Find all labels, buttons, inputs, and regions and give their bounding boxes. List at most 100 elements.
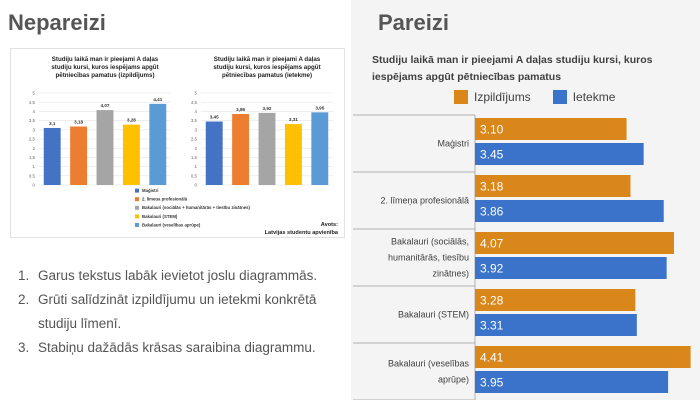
legend-label-izpildijums: Izpildījums <box>474 90 531 104</box>
small-chart-bar <box>96 110 114 185</box>
small-chart-legend-swatch <box>135 197 139 202</box>
note-text: Grūti salīdzināt izpildījumu un ietekmi … <box>38 292 317 331</box>
note-item: 1. Garus tekstus labāk ievietot joslu dia… <box>18 264 343 288</box>
bar-value-label: 3.28 <box>480 294 504 308</box>
small-chart-bar-label: 4,07 <box>101 103 110 108</box>
note-text: Stabiņu dažādās krāsas saraibina diagram… <box>38 340 316 355</box>
notes-list: 1. Garus tekstus labāk ievietot joslu dia… <box>18 264 343 360</box>
small-chart-y-tick: 4,5 <box>29 100 36 105</box>
small-chart-bar <box>284 124 302 185</box>
source-note-label: Avots: <box>321 222 338 228</box>
chart-legend: Izpildījums Ietekme <box>454 90 637 104</box>
small-chart-title-line: pētniecības pamatus (ietekme) <box>222 72 312 79</box>
small-chart-y-tick: 0 <box>195 183 198 188</box>
small-chart-y-tick: 5 <box>33 91 36 96</box>
bar-izpildijums <box>475 346 691 368</box>
small-chart-y-tick: 1 <box>33 164 36 169</box>
small-chart-y-tick: 3 <box>33 127 36 132</box>
bar-value-label: 3.31 <box>480 319 504 333</box>
small-chart-bar-label: 4,41 <box>153 97 162 102</box>
small-chart-legend-swatch <box>135 223 139 227</box>
small-chart-bar-label: 3,31 <box>289 117 298 122</box>
source-note-text: Latvijas studentu apvienība <box>265 230 339 236</box>
small-chart-bar <box>205 121 223 185</box>
category-label: Maģistri <box>437 139 469 149</box>
bar-izpildijums <box>475 232 674 254</box>
small-chart-bar-label: 3,18 <box>74 119 83 124</box>
horizontal-bar-chart: Maģistri 3.10 3.45 2. līmeņa profesionālā 3.… <box>353 114 691 400</box>
bar-value-label: 3.10 <box>480 123 504 137</box>
small-chart-bar <box>232 113 250 185</box>
small-chart-legend-label: Bakalauri (STEM) <box>142 214 178 219</box>
right-panel-title: Pareizi <box>378 10 449 35</box>
small-chart-bar <box>122 124 140 185</box>
small-chart-y-tick: 2 <box>33 146 36 151</box>
category-label: zinātnes) <box>432 269 469 279</box>
bar-value-label: 4.41 <box>480 351 504 365</box>
small-chart-bar <box>70 126 88 185</box>
small-chart-bar <box>149 103 167 185</box>
bar-ietekme <box>475 257 667 279</box>
small-chart-y-tick: 5 <box>195 91 198 96</box>
small-chart-legend-label: 2. līmeņa profesionālā <box>142 197 188 202</box>
legend-swatch-ietekme <box>552 90 567 104</box>
bar-izpildijums <box>475 118 627 140</box>
note-item: 3. Stabiņu dažādās krāsas saraibina diagr… <box>18 336 343 360</box>
bar-value-label: 3.92 <box>480 262 504 276</box>
note-number: 3. <box>18 340 30 355</box>
small-chart-bar-label: 3,1 <box>49 121 56 126</box>
small-chart-y-tick: 3 <box>195 127 198 132</box>
right-panel: Pareizi Studiju laikā man ir pieejami A … <box>351 0 700 400</box>
small-charts-card: Studiju laikā man ir pieejami A daļas stu… <box>10 48 345 238</box>
bar-value-label: 3.45 <box>480 148 504 162</box>
note-number: 1. <box>18 268 30 283</box>
small-chart-y-tick: 2 <box>195 146 198 151</box>
bar-value-label: 3.86 <box>480 205 504 219</box>
small-chart-legend-label: Bakalauri (veselības aprūpe) <box>142 222 201 227</box>
category-label: Bakalauri (STEM) <box>398 310 469 320</box>
small-chart-y-tick: 4,5 <box>191 100 198 105</box>
chart-title: Studiju laikā man ir pieejami A daļas st… <box>372 54 653 83</box>
small-chart-bar <box>258 112 276 185</box>
small-chart-bar-label: 3,86 <box>236 107 245 112</box>
left-panel: Nepareizi Studiju laikā man ir pieejami … <box>8 10 345 360</box>
small-chart-legend-swatch <box>135 214 139 219</box>
bar-izpildijums <box>475 175 631 197</box>
small-chart-y-tick: 0,5 <box>191 173 198 178</box>
legend-swatch-izpildijums <box>454 90 468 104</box>
small-chart-y-tick: 1 <box>195 164 198 169</box>
category-label: humanitārās, tiesību <box>388 253 469 263</box>
bar-value-label: 3.18 <box>480 180 504 194</box>
small-chart-y-tick: 4 <box>195 109 198 114</box>
bar-ietekme <box>475 371 669 393</box>
bar-ietekme <box>475 143 644 165</box>
small-chart-legend-label: Maģistri <box>142 188 158 193</box>
bar-ietekme <box>475 314 637 336</box>
bar-izpildijums <box>475 289 636 311</box>
small-chart-legend-swatch <box>135 205 139 210</box>
bar-value-label: 3.95 <box>480 376 504 390</box>
small-chart-legend-swatch <box>135 188 139 193</box>
small-chart-y-tick: 3,5 <box>29 118 36 123</box>
small-charts-svg: Studiju laikā man ir pieejami A daļasstu… <box>29 56 339 236</box>
category-label: Bakalauri (sociālās, <box>391 237 469 247</box>
left-panel-title: Nepareizi <box>8 10 106 35</box>
small-chart-title-line: studiju kursi, kuros iespējams apgūt <box>213 64 320 71</box>
small-chart-legend-label: Bakalauri (sociālās + humanitārās + ties… <box>142 205 251 210</box>
category-label: 2. līmeņa profesionālā <box>380 196 469 206</box>
small-chart-bar-label: 3,92 <box>263 106 272 111</box>
small-chart-title-line: pētniecības pamatus (izpildījums) <box>55 72 154 79</box>
small-chart-title-line: Studiju laikā man ir pieejami A daļas <box>214 56 321 63</box>
small-chart-y-tick: 1,5 <box>29 155 36 160</box>
small-chart-y-tick: 2,5 <box>191 137 198 142</box>
small-chart-y-tick: 1,5 <box>191 155 198 160</box>
category-label: aprūpe) <box>438 375 469 385</box>
small-chart-bar-label: 3,95 <box>315 105 324 110</box>
small-chart-bar <box>311 112 329 185</box>
small-chart-title-line: Studiju laikā man ir pieejami A daļas <box>52 56 159 63</box>
note-text: Garus tekstus labāk ievietot joslu diagr… <box>38 268 318 283</box>
small-chart-y-tick: 3,5 <box>191 118 198 123</box>
category-label: Bakalauri (veselības <box>388 359 470 369</box>
bar-ietekme <box>475 200 664 222</box>
small-chart-y-tick: 0 <box>33 183 36 188</box>
